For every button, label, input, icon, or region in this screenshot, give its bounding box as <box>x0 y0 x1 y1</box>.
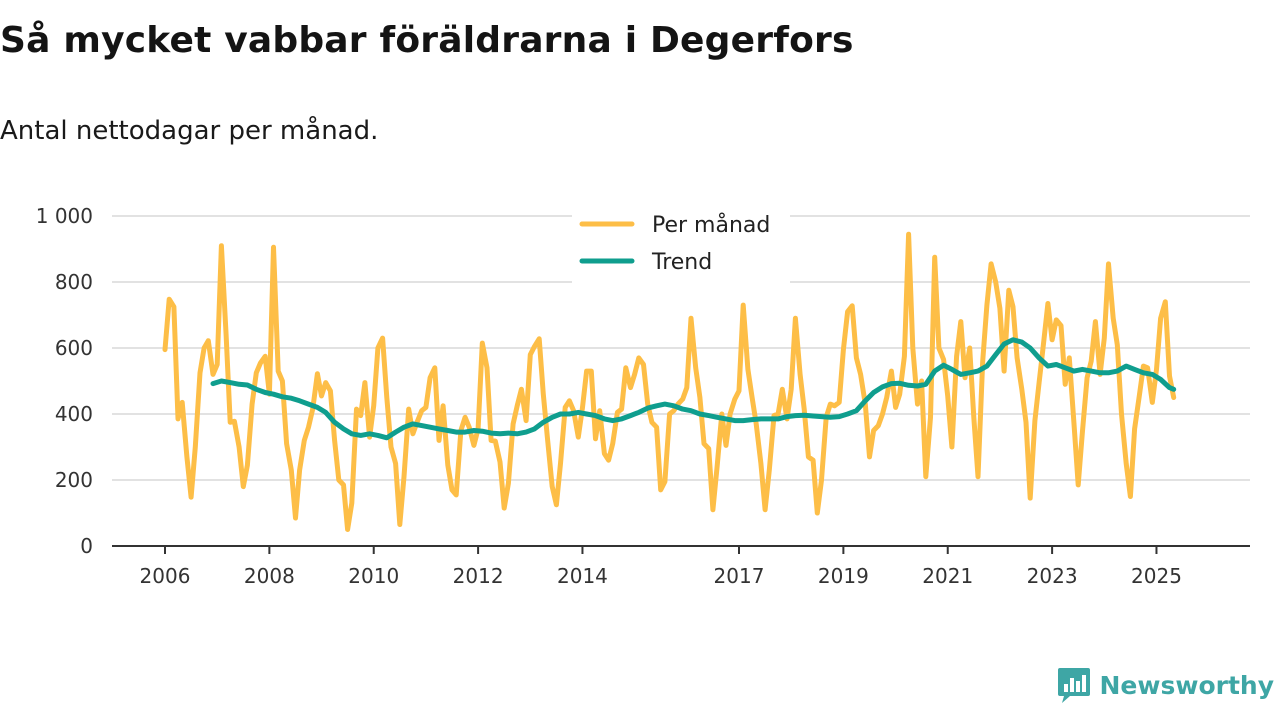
x-tick-label: 2025 <box>1131 564 1182 588</box>
x-tick-label: 2019 <box>818 564 869 588</box>
legend-label-per-month: Per månad <box>652 212 770 238</box>
legend-background <box>572 205 790 283</box>
series-line-trend <box>210 337 1177 441</box>
brand-name: Newsworthy <box>1099 670 1275 700</box>
legend: Per månad Trend <box>572 205 790 283</box>
y-tick-label: 600 <box>55 336 93 360</box>
x-tick-label: 2010 <box>348 564 399 588</box>
y-tick-label: 0 <box>80 534 93 558</box>
newsworthy-logo-icon <box>1057 668 1090 703</box>
chart-subtitle: Antal nettodagar per månad. <box>0 116 379 146</box>
y-tick-label: 200 <box>55 468 93 492</box>
x-tick-label: 2021 <box>922 564 973 588</box>
y-tick-label: 800 <box>55 270 93 294</box>
chart-title: Så mycket vabbar föräldrarna i Degerfors <box>0 20 854 61</box>
x-tick-label: 2017 <box>714 564 765 588</box>
y-axis-ticks: 0 200 400 600 800 1 000 <box>36 204 93 558</box>
x-tick-label: 2014 <box>557 564 608 588</box>
y-tick-label: 400 <box>55 402 93 426</box>
x-axis: 2006 2008 2010 2012 2014 2017 2019 2021 2023 2025 <box>112 545 1250 588</box>
brand-logo: Newsworthy <box>1056 666 1275 704</box>
legend-label-trend: Trend <box>651 250 712 275</box>
x-tick-label: 2006 <box>140 564 191 588</box>
series-lines <box>162 231 1177 532</box>
x-tick-label: 2012 <box>453 564 504 588</box>
x-tick-label: 2023 <box>1027 564 1078 588</box>
y-tick-label: 1 000 <box>36 204 93 228</box>
x-tick-label: 2008 <box>244 564 295 588</box>
